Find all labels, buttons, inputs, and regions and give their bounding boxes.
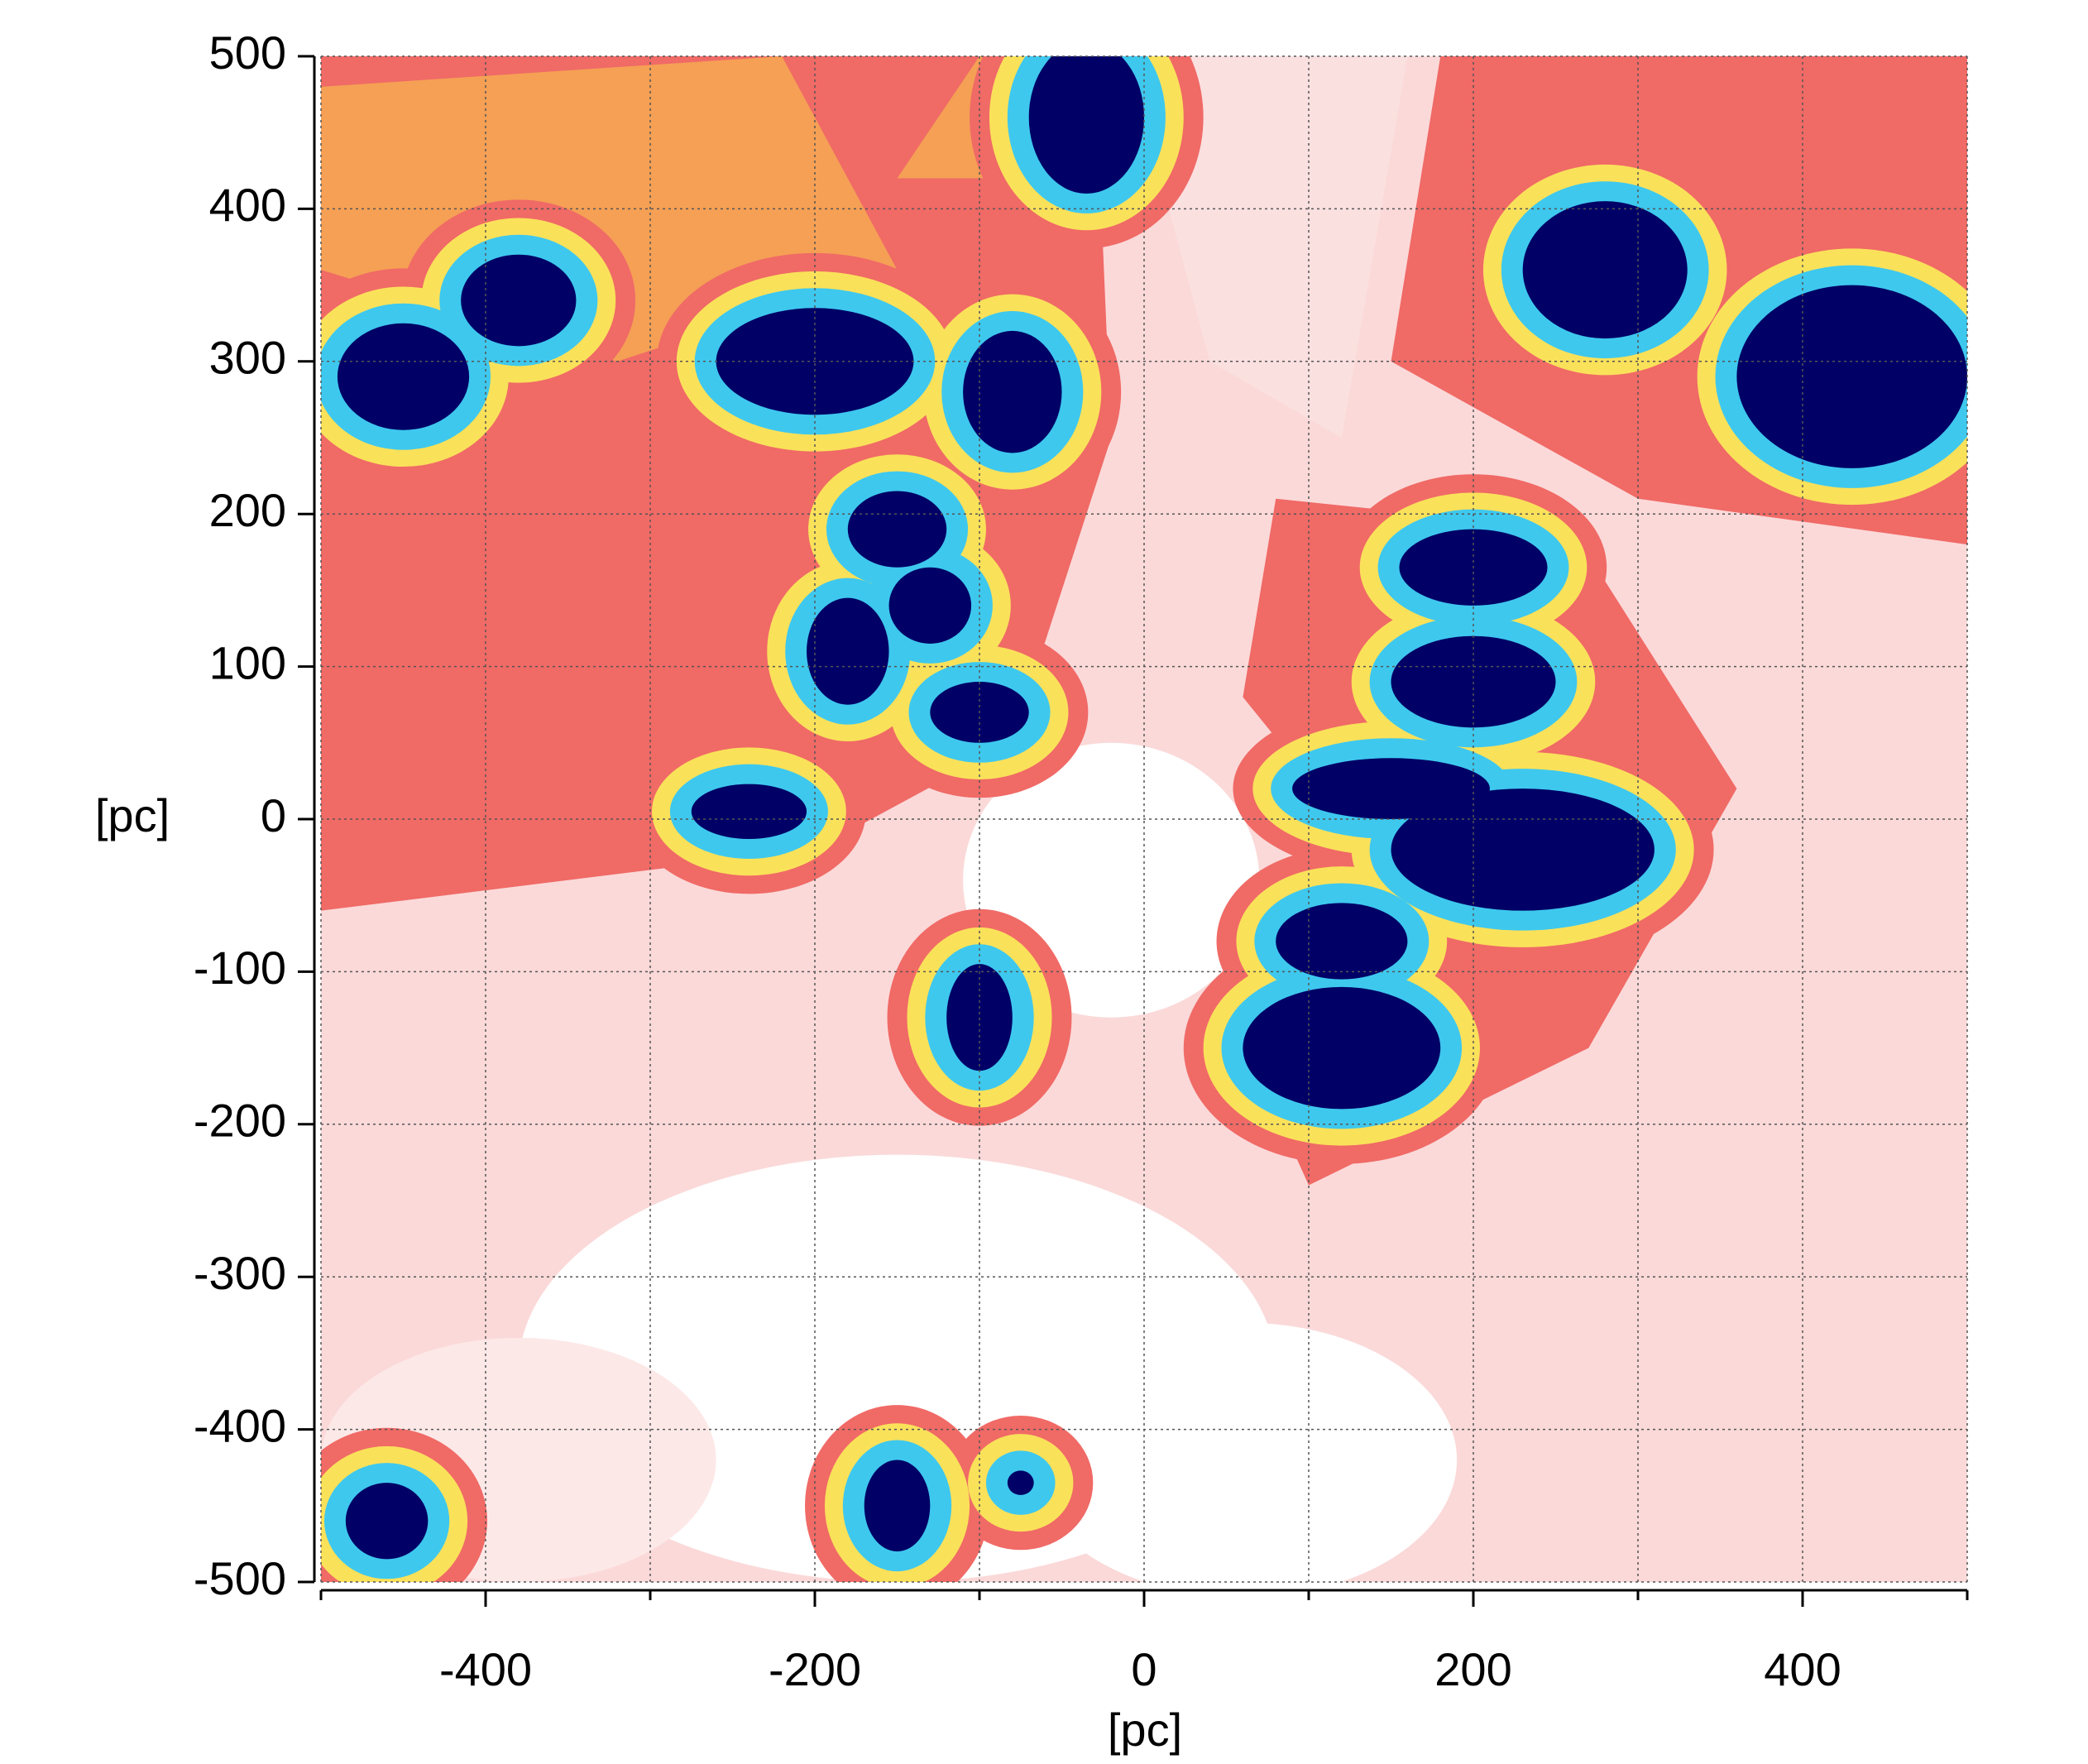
field-blob <box>807 597 889 705</box>
field-blob <box>345 1483 429 1560</box>
field-blob <box>1522 201 1688 339</box>
y-tick-label: -200 <box>194 1095 286 1147</box>
field-blob <box>888 567 972 644</box>
x-tick-label: 200 <box>1434 1643 1511 1695</box>
y-tick-label: 200 <box>209 484 286 536</box>
field-blob <box>847 491 947 568</box>
field-blob <box>461 254 577 347</box>
y-tick-label: -500 <box>194 1552 286 1604</box>
field-white <box>1028 1322 1458 1582</box>
y-tick-label: 400 <box>209 179 286 231</box>
field-blob <box>946 964 1013 1071</box>
field-blob <box>1243 986 1441 1110</box>
x-tick-label: -400 <box>439 1643 532 1695</box>
x-axis-label: [pc] <box>1108 1704 1182 1756</box>
field-blob <box>337 323 470 430</box>
y-tick-label: -400 <box>194 1399 286 1451</box>
field-blob <box>1028 56 1144 194</box>
y-tick-label: 100 <box>209 636 286 688</box>
field-layer <box>321 56 1967 1582</box>
y-tick-label: 0 <box>261 789 286 841</box>
field-blob <box>1391 789 1655 911</box>
axes: -500 -400 -300 -200 -100 0 100 200 300 400 500 -400… <box>194 26 1969 1695</box>
y-tick-label: -300 <box>194 1247 286 1299</box>
field-blob <box>963 330 1062 453</box>
y-axis-label: [pc] <box>95 789 170 841</box>
field-blob <box>691 784 807 839</box>
x-tick-label: 400 <box>1764 1643 1841 1695</box>
y-tick-label: 300 <box>209 332 286 384</box>
field-blob <box>1276 903 1408 980</box>
y-tick-label: 500 <box>209 26 286 79</box>
x-tick-label: 0 <box>1131 1643 1157 1695</box>
heatmap-field <box>321 56 1967 1582</box>
y-tick-label: -100 <box>194 942 286 994</box>
field-blob <box>1736 285 1967 468</box>
field-blob <box>1007 1470 1034 1495</box>
field-blob <box>864 1460 931 1552</box>
x-tick-label: -200 <box>769 1643 861 1695</box>
